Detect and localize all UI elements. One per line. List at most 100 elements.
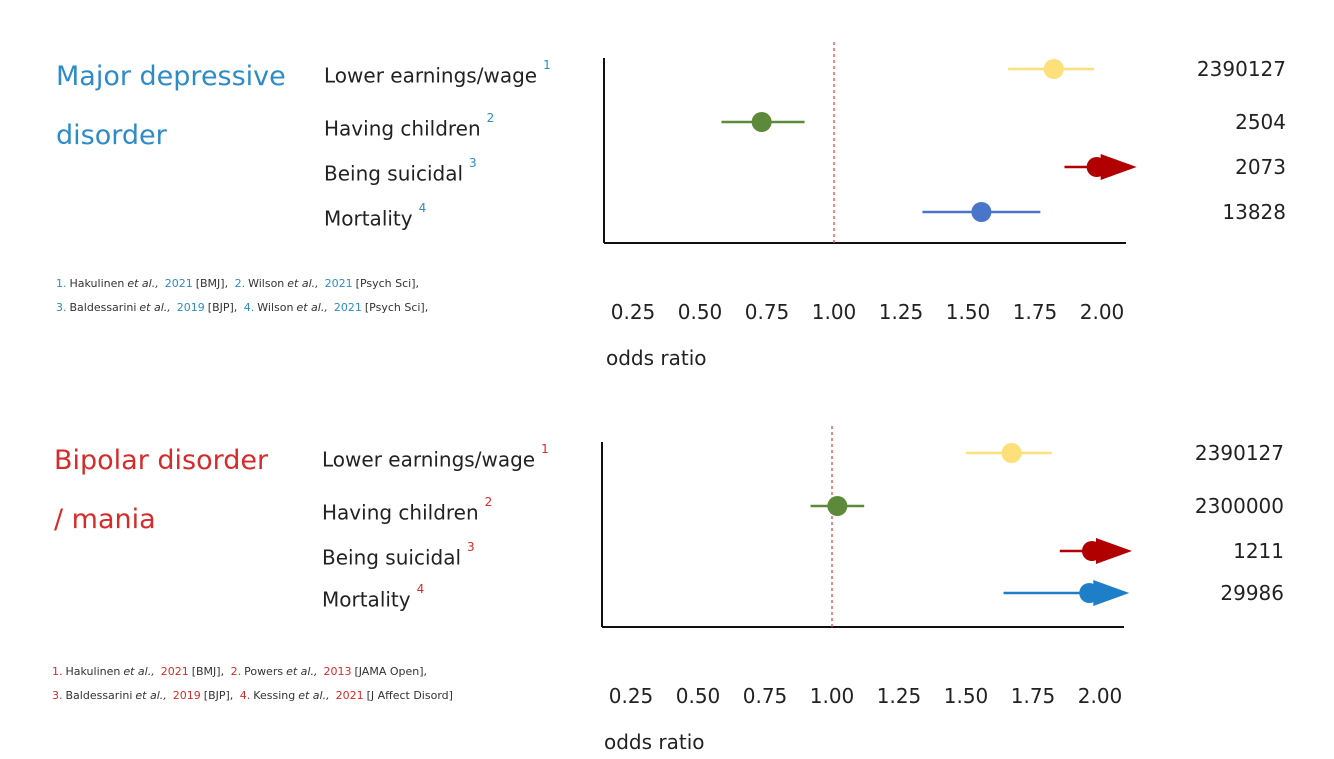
reference-yr: 2021	[335, 689, 364, 702]
reference-yr: 2021	[164, 277, 193, 290]
panel-title-line-2: disorder	[56, 120, 167, 151]
reference-superscript: 2	[484, 495, 493, 509]
x-tick-label: 1.25	[876, 684, 922, 708]
outcome-label: Being suicidal 3	[324, 156, 477, 186]
panel-title-line-1: Bipolar disorder	[54, 445, 269, 476]
sample-size: 2390127	[1194, 441, 1284, 465]
reference-etal: et al.,	[123, 665, 155, 678]
reference-num: 4.	[243, 301, 255, 314]
reference-etal: et al.,	[287, 277, 319, 290]
reference-etal: et al.,	[296, 301, 328, 314]
reference-yr: 2013	[323, 665, 352, 678]
reference-entry: 4. Kessing et al., 2021 [J Affect Disord]	[240, 689, 456, 702]
reference-yr: 2021	[160, 665, 189, 678]
point-estimate	[751, 112, 772, 132]
outcome-label: Having children 2	[324, 111, 495, 141]
sample-size: 2504	[1235, 110, 1286, 134]
reference-yr: 2019	[176, 301, 205, 314]
outcome-label: Mortality 4	[322, 582, 425, 612]
reference-num: 2.	[230, 665, 242, 678]
x-tick-label: 0.50	[675, 684, 721, 708]
outcome-label: Having children 2	[322, 495, 493, 525]
panel-title: Bipolar disorder / mania	[54, 431, 268, 549]
reference-num: 3.	[56, 301, 67, 314]
reference-author: Wilson	[257, 301, 294, 314]
outcome-text: Being suicidal	[322, 545, 462, 570]
x-tick-label: 1.00	[809, 684, 855, 708]
reference-author: Kessing	[253, 689, 296, 702]
sample-size: 13828	[1222, 200, 1286, 224]
reference-etal: et al.,	[286, 665, 318, 678]
panel-title-line-2: / mania	[54, 504, 156, 535]
ci-truncation-arrow	[1093, 580, 1130, 606]
outcome-text: Having children	[324, 116, 481, 141]
reference-author: Hakulinen	[65, 665, 121, 678]
reference-author: Powers	[244, 665, 284, 678]
reference-journal: [BJP],	[203, 689, 234, 702]
reference-author: Baldessarini	[69, 301, 137, 314]
outcome-label: Lower earnings/wage 1	[324, 58, 551, 88]
reference-entry: 4. Wilson et al., 2021 [Psych Sci],	[244, 301, 431, 314]
reference-etal: et al.,	[298, 689, 330, 702]
outcome-text: Having children	[322, 500, 479, 525]
x-tick-label: 0.50	[677, 300, 723, 324]
sample-size: 2300000	[1194, 494, 1284, 518]
reference-etal: et al.,	[135, 689, 167, 702]
reference-num: 3.	[52, 689, 63, 702]
x-tick-label: 1.50	[943, 684, 989, 708]
outcome-text: Lower earnings/wage	[324, 63, 538, 88]
sample-size: 2390127	[1196, 57, 1286, 81]
outcome-text: Lower earnings/wage	[322, 447, 536, 472]
reference-entry: 1. Hakulinen et al., 2021 [BMJ],	[56, 277, 235, 290]
x-axis-label: odds ratio	[606, 346, 707, 370]
reference-superscript: 3	[467, 540, 475, 554]
reference-etal: et al.,	[139, 301, 171, 314]
x-tick-label: 1.75	[1012, 300, 1058, 324]
reference-entry: 3. Baldessarini et al., 2019 [BJP],	[52, 689, 240, 702]
reference-author: Hakulinen	[69, 277, 125, 290]
outcome-label: Being suicidal 3	[322, 540, 475, 570]
reference-superscript: 1	[543, 58, 551, 72]
point-estimate	[1043, 59, 1064, 79]
reference-entry: 2. Wilson et al., 2021 [Psych Sci],	[235, 277, 422, 290]
reference-num: 4.	[239, 689, 251, 702]
x-tick-label: 1.25	[878, 300, 924, 324]
sample-size: 2073	[1235, 155, 1286, 179]
point-estimate	[827, 496, 848, 516]
sample-size: 1211	[1233, 539, 1284, 563]
point-estimate	[971, 202, 992, 222]
x-tick-label: 2.00	[1077, 684, 1123, 708]
forest-panel-bipolar: Bipolar disorder / mania Lower earnings/…	[0, 384, 1334, 759]
reference-superscript: 2	[486, 111, 495, 125]
x-tick-label: 2.00	[1079, 300, 1125, 324]
reference-entry: 3. Baldessarini et al., 2019 [BJP],	[56, 301, 244, 314]
reference-entry: 1. Hakulinen et al., 2021 [BMJ],	[52, 665, 231, 678]
reference-superscript: 4	[418, 201, 427, 215]
x-tick-label: 1.50	[945, 300, 991, 324]
ci-truncation-arrow	[1095, 538, 1132, 564]
reference-superscript: 1	[541, 442, 549, 456]
reference-journal: [Psych Sci],	[355, 277, 420, 290]
forest-panel-mdd: Major depressive disorder Lower earnings…	[0, 0, 1334, 375]
outcome-label: Lower earnings/wage 1	[322, 442, 549, 472]
x-tick-label: 0.75	[744, 300, 790, 324]
reference-num: 2.	[234, 277, 246, 290]
reference-author: Wilson	[248, 277, 285, 290]
point-estimate	[1001, 443, 1022, 463]
reference-yr: 2021	[333, 301, 362, 314]
outcome-text: Mortality	[322, 587, 411, 612]
reference-superscript: 4	[416, 582, 425, 596]
x-tick-label: 0.25	[610, 300, 656, 324]
x-tick-label: 0.25	[608, 684, 654, 708]
reference-entry: 2. Powers et al., 2013 [JAMA Open],	[231, 665, 430, 678]
outcome-text: Being suicidal	[324, 161, 464, 186]
reference-yr: 2021	[324, 277, 353, 290]
x-axis-label: odds ratio	[604, 730, 705, 754]
ci-truncation-arrow	[1100, 154, 1137, 180]
reference-journal: [J Affect Disord]	[366, 689, 453, 702]
panel-title: Major depressive disorder	[56, 47, 286, 165]
forest-plot-bipolar	[601, 426, 1132, 628]
reference-num: 1.	[52, 665, 63, 678]
reference-journal: [Psych Sci],	[364, 301, 429, 314]
reference-journal: [BMJ],	[191, 665, 225, 678]
